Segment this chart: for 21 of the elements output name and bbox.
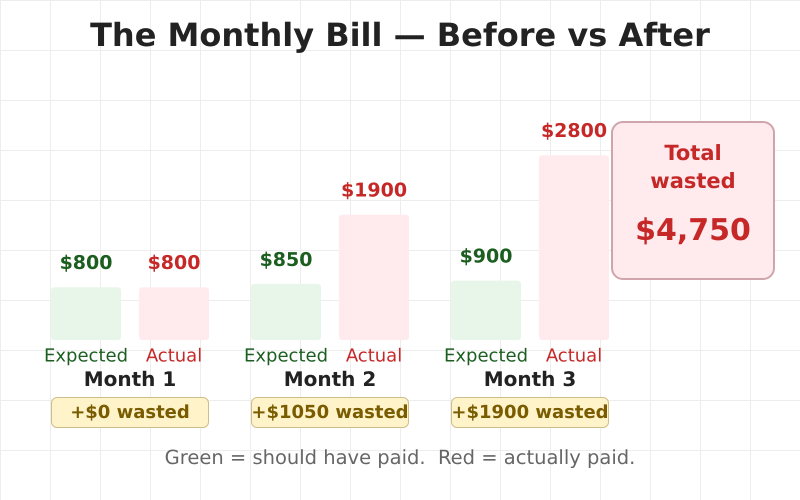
- series-label: Actual: [146, 346, 202, 367]
- text: Actual: [546, 346, 602, 367]
- data-label: $850: [260, 248, 312, 271]
- text: Actual: [346, 346, 402, 367]
- x-tick-label: Month 3: [484, 367, 576, 392]
- data-label: $900: [460, 246, 512, 268]
- data-label: $800: [148, 252, 200, 274]
- text: Expected: [444, 346, 528, 367]
- x-tick-label: Month 2: [284, 367, 376, 392]
- note-box: +$1050 wasted: [251, 397, 409, 428]
- text: Green = should have paid. Red = actually paid.: [164, 446, 636, 469]
- series-label: Expected: [244, 346, 328, 367]
- data-label: $800: [60, 252, 112, 274]
- note-box: +$1900 wasted: [451, 397, 609, 428]
- chart-title: The Monthly Bill — Before vs After: [89, 16, 711, 54]
- data-label: $2800: [540, 120, 608, 142]
- summary-card: Total wasted $4,750: [611, 121, 775, 280]
- data-label: $1900: [340, 180, 408, 202]
- note-box: +$0 wasted: [51, 397, 209, 428]
- text: Expected: [44, 346, 128, 367]
- x-tick-label: Month 1: [84, 367, 176, 392]
